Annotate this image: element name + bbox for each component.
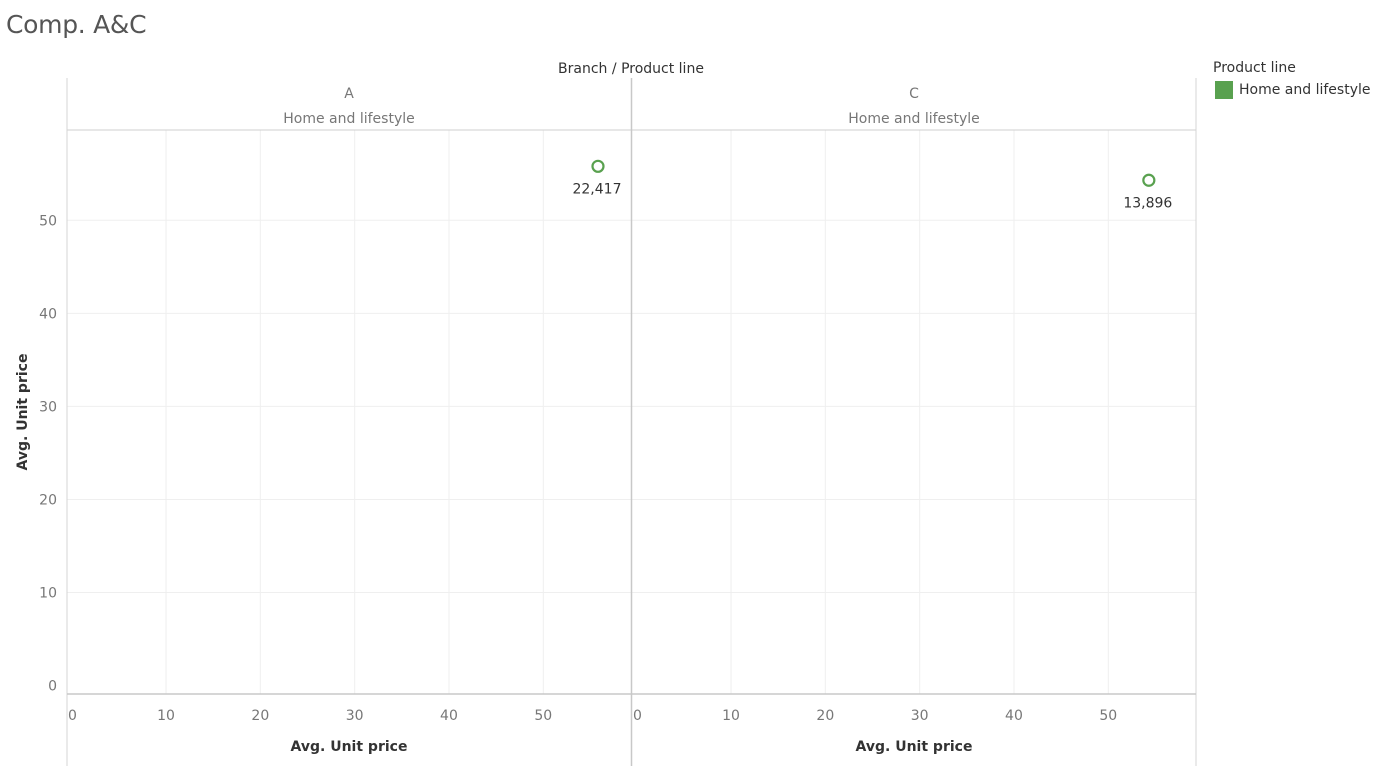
column-header-separator: / bbox=[607, 61, 621, 77]
legend-title: Product line bbox=[1213, 60, 1296, 76]
column-header: Branch / Product line bbox=[558, 61, 704, 77]
data-point bbox=[591, 159, 605, 173]
y-tick-label: 20 bbox=[39, 492, 57, 508]
y-tick-label: 0 bbox=[48, 679, 57, 695]
legend-swatch bbox=[1215, 81, 1233, 99]
y-tick-label: 40 bbox=[39, 306, 57, 322]
page-title: Comp. A&C bbox=[6, 10, 147, 39]
legend-label: Home and lifestyle bbox=[1239, 82, 1371, 98]
data-label: 13,896 bbox=[1123, 195, 1172, 211]
data-label: 22,417 bbox=[572, 181, 621, 197]
panel-branch-label: C bbox=[909, 86, 919, 102]
x-tick-label: 30 bbox=[911, 708, 929, 724]
x-tick-label: 10 bbox=[157, 708, 175, 724]
panel-product-line-label: Home and lifestyle bbox=[848, 111, 979, 127]
x-axis-title: Avg. Unit price bbox=[291, 739, 408, 755]
panel-branch-label: A bbox=[344, 86, 354, 102]
x-axis-title: Avg. Unit price bbox=[856, 739, 973, 755]
y-tick-label: 30 bbox=[39, 399, 57, 415]
x-tick-label: 20 bbox=[816, 708, 834, 724]
x-tick-label: 50 bbox=[534, 708, 552, 724]
y-tick-label: 10 bbox=[39, 586, 57, 602]
legend: Product line Home and lifestyle bbox=[1213, 60, 1370, 99]
x-tick-label: 20 bbox=[251, 708, 269, 724]
x-tick-label: 0 bbox=[68, 708, 77, 724]
x-tick-label: 0 bbox=[633, 708, 642, 724]
column-header-branch: Branch bbox=[558, 61, 607, 77]
data-point bbox=[1142, 173, 1156, 187]
x-tick-label: 10 bbox=[722, 708, 740, 724]
x-tick-label: 50 bbox=[1099, 708, 1117, 724]
y-tick-label: 50 bbox=[39, 213, 57, 229]
column-header-product-line: Product line bbox=[621, 61, 704, 77]
legend-item-home-and-lifestyle[interactable]: Home and lifestyle bbox=[1213, 81, 1370, 99]
x-tick-label: 40 bbox=[440, 708, 458, 724]
panel-product-line-label: Home and lifestyle bbox=[283, 111, 414, 127]
x-tick-label: 30 bbox=[346, 708, 364, 724]
y-axis-title: Avg. Unit price bbox=[15, 354, 31, 471]
x-tick-label: 40 bbox=[1005, 708, 1023, 724]
